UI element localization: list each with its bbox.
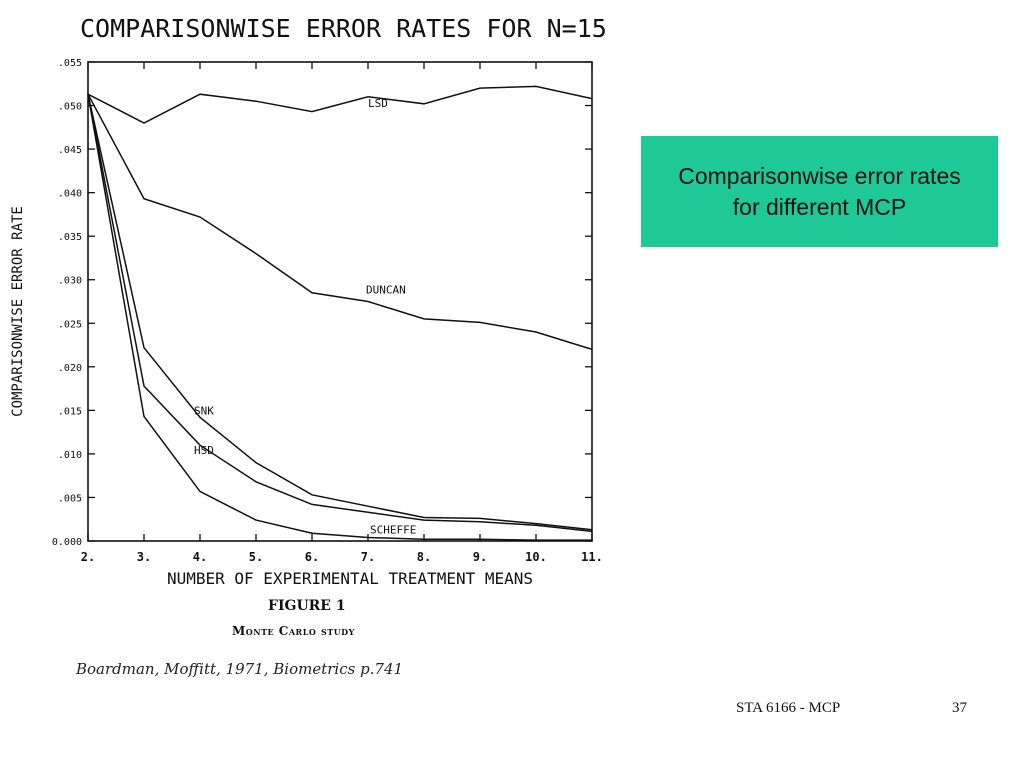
y-tick-label: .010 bbox=[58, 450, 82, 461]
x-tick-label: 5. bbox=[249, 550, 263, 564]
series-label-hsd: HSD bbox=[194, 444, 214, 457]
x-tick-label: 6. bbox=[305, 550, 319, 564]
chart: 0.000 .005 .010 .015 .020 .025 .030 .035 .040 .04… bbox=[10, 58, 603, 588]
figure-caption: Monte Carlo study bbox=[232, 624, 355, 638]
series-label-lsd: LSD bbox=[368, 97, 388, 110]
footer-page-number: 37 bbox=[952, 700, 967, 716]
series-line-snk bbox=[87, 94, 593, 531]
y-tick-label: .035 bbox=[58, 232, 82, 243]
y-tick-label: .040 bbox=[58, 189, 82, 200]
series-label-snk: SNK bbox=[194, 405, 214, 418]
series-label-scheffe: SCHEFFE bbox=[370, 523, 416, 536]
y-tick-label: .055 bbox=[58, 58, 82, 69]
series-line-scheffe bbox=[87, 94, 592, 541]
series-line-duncan bbox=[87, 93, 593, 351]
x-tick-label: 2. bbox=[81, 550, 95, 564]
y-tick-label: .025 bbox=[58, 319, 82, 330]
x-tick-label: 7. bbox=[361, 550, 375, 564]
y-tick-label: 0.000 bbox=[52, 537, 82, 548]
x-tick-label: 9. bbox=[473, 550, 487, 564]
figure-label: FIGURE 1 bbox=[268, 598, 346, 614]
x-tick-label: 10. bbox=[525, 550, 547, 564]
y-tick-label: .005 bbox=[58, 493, 82, 504]
y-tick-label: .030 bbox=[58, 276, 82, 287]
callout-text: Comparisonwise error rates for different… bbox=[678, 162, 961, 220]
footer-course: STA 6166 - MCP bbox=[736, 700, 841, 716]
y-tick-label: .045 bbox=[58, 145, 82, 156]
series-line-hsd bbox=[87, 94, 593, 533]
x-tick-label: 8. bbox=[417, 550, 431, 564]
citation: Boardman, Moffitt, 1971, Biometrics p.74… bbox=[76, 660, 404, 678]
x-tick-label: 3. bbox=[137, 550, 151, 564]
x-tick-label: 11. bbox=[581, 550, 603, 564]
y-tick-label: .050 bbox=[58, 102, 82, 113]
series-label-duncan: DUNCAN bbox=[366, 284, 406, 297]
series-line-lsd bbox=[87, 85, 593, 124]
chart-title: COMPARISONWISE ERROR RATES FOR N=15 bbox=[80, 14, 607, 43]
x-tick-label: 4. bbox=[193, 550, 207, 564]
y-tick-label: .020 bbox=[58, 363, 82, 374]
plot-frame bbox=[87, 61, 593, 542]
y-axis-label: COMPARISONWISE ERROR RATE bbox=[10, 206, 26, 417]
x-axis-label: NUMBER OF EXPERIMENTAL TREATMENT MEANS bbox=[167, 569, 533, 588]
callout-box: Comparisonwise error rates for different… bbox=[641, 136, 998, 247]
y-tick-label: .015 bbox=[58, 406, 82, 417]
